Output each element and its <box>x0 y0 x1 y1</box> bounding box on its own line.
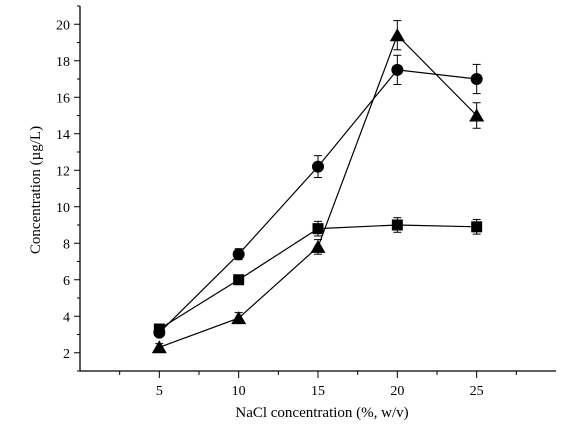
triangle-point-x5 <box>151 340 167 354</box>
square-point-x20 <box>391 219 403 231</box>
y-tick-label-10: 10 <box>56 201 70 216</box>
y-axis-title: Concentration (µg/L) <box>28 126 44 254</box>
y-tick-label-8: 8 <box>63 237 70 252</box>
plot-area: 5 10 15 20 25 2 4 6 8 10 12 14 16 18 20 <box>56 5 556 399</box>
x-tick-label-15: 15 <box>311 384 325 399</box>
series-circle-line <box>158 69 477 334</box>
y-tick-label-12: 12 <box>56 164 70 179</box>
y-tick-label-18: 18 <box>56 55 70 70</box>
y-tick-label-2: 2 <box>63 347 70 362</box>
series-triangle-line <box>159 34 478 348</box>
x-tick-label-10: 10 <box>232 384 246 399</box>
y-tick-label-16: 16 <box>56 91 70 106</box>
circle-point-x10 <box>232 248 245 261</box>
x-tick-label-5: 5 <box>156 384 163 399</box>
y-tick-label-20: 20 <box>56 18 70 33</box>
triangle-point-x20 <box>389 28 405 42</box>
square-point-x25 <box>471 221 483 233</box>
circle-point-x20 <box>391 63 404 76</box>
square-point-x10 <box>233 274 245 286</box>
y-tick-label-6: 6 <box>63 274 70 289</box>
triangle-point-x15 <box>310 239 326 253</box>
y-tick-label-14: 14 <box>56 128 70 143</box>
circle-point-x15 <box>312 160 324 173</box>
circle-point-x25 <box>470 73 483 85</box>
circle-point-x5 <box>153 326 166 339</box>
triangle-point-x10 <box>231 311 247 325</box>
triangle-point-x25 <box>469 108 485 122</box>
x-tick-label-25: 25 <box>470 384 484 399</box>
y-tick-label-4: 4 <box>63 310 70 325</box>
x-tick-label-20: 20 <box>390 384 404 399</box>
x-axis-title: NaCl concentration (%, w/v) <box>235 405 408 421</box>
square-point-x15 <box>312 223 324 235</box>
